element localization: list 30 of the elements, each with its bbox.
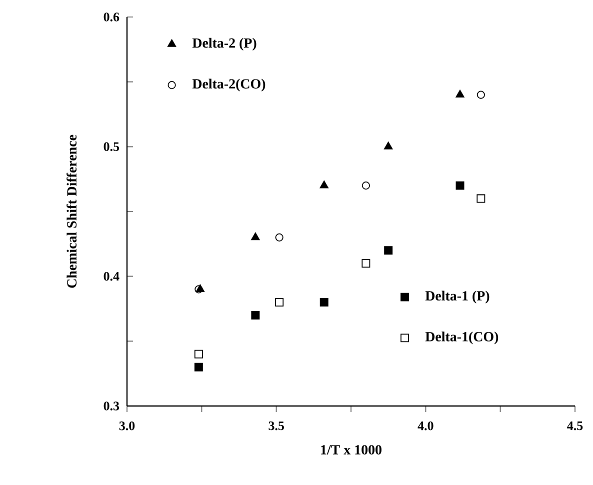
- point: [251, 232, 260, 240]
- x-tick-label: 3.5: [268, 421, 284, 430]
- point: [194, 350, 203, 358]
- y-axis-title: Chemical Shift Difference: [66, 134, 77, 288]
- legend-label: Delta-1(CO): [425, 332, 498, 344]
- legend-label: Delta-2 (P): [192, 38, 256, 51]
- point: [456, 181, 464, 190]
- point: [251, 310, 260, 320]
- point: [320, 298, 328, 306]
- y-tick-label: 0.4: [104, 272, 120, 281]
- point: [476, 194, 486, 203]
- point: [320, 180, 328, 188]
- x-axis-title: 1/T x 1000: [321, 445, 382, 454]
- point: [362, 259, 370, 268]
- point: [362, 182, 370, 190]
- point: [384, 142, 393, 150]
- point: [476, 90, 485, 99]
- y-tick-label: 0.3: [104, 402, 120, 410]
- y-tick-label: 0.5: [104, 142, 120, 152]
- point: [384, 246, 393, 255]
- x-tick-label: 4.0: [418, 421, 434, 430]
- legend-label: Delta-2(CO): [192, 78, 266, 92]
- point: [194, 362, 203, 372]
- y-tick-label: 0.6: [104, 12, 120, 22]
- x-tick-label: 3.0: [119, 421, 135, 430]
- legend-label: Delta-1 (P): [425, 290, 490, 304]
- point: [456, 90, 464, 98]
- x-tick-label: 4.5: [567, 421, 583, 430]
- point: [275, 298, 284, 306]
- point: [275, 233, 284, 242]
